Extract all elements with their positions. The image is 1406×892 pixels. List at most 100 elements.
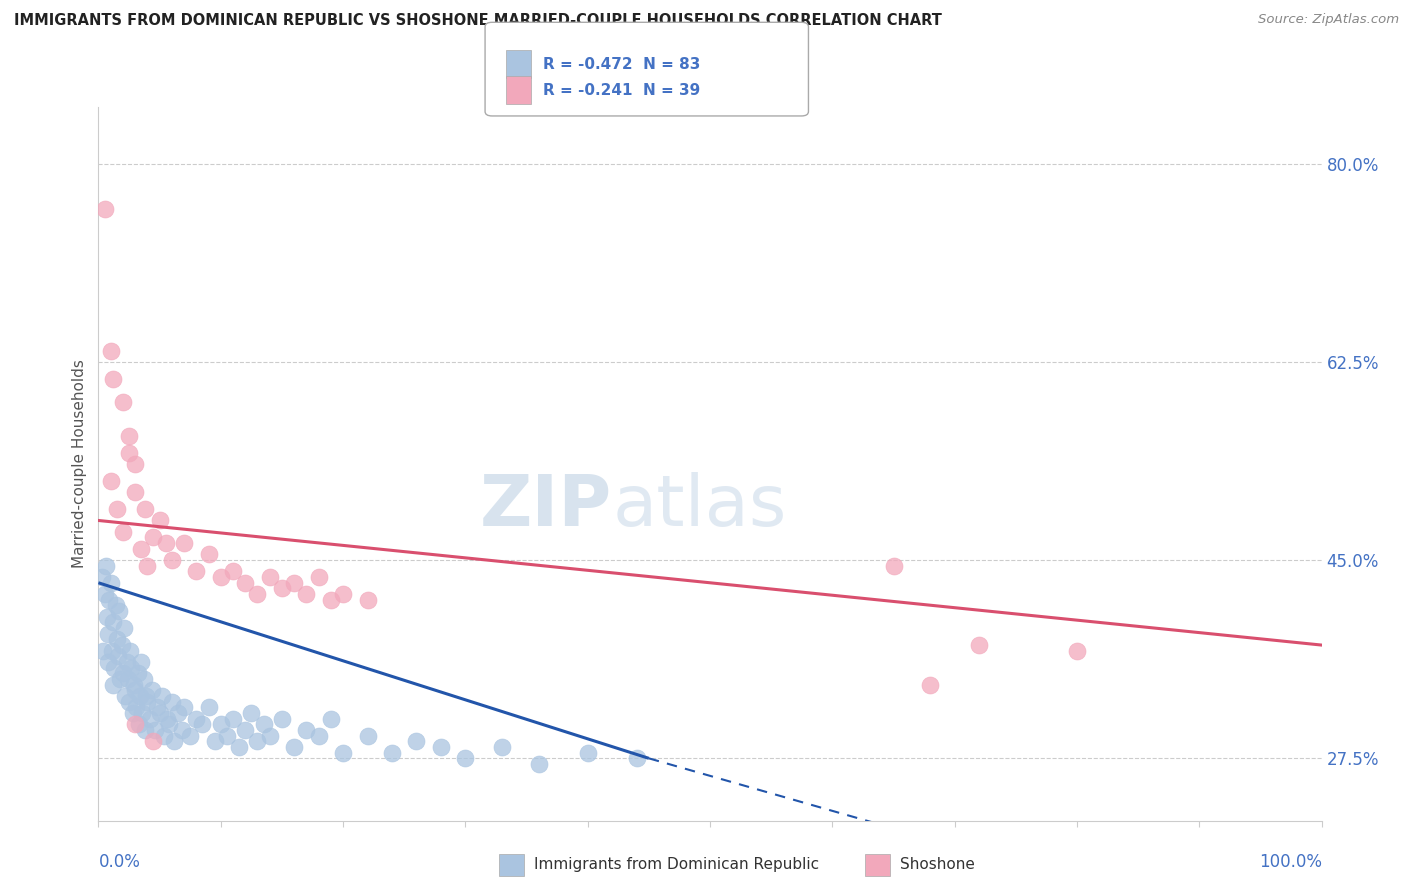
Point: [197, 548, 219, 562]
Point: [107, 649, 129, 664]
Point: [118, 445, 141, 459]
Point: [127, 666, 149, 681]
Point: [167, 706, 190, 720]
Point: [209, 570, 232, 584]
Point: [295, 587, 318, 601]
Text: ZIP: ZIP: [479, 472, 612, 541]
Point: [204, 734, 226, 748]
Point: [222, 712, 245, 726]
Point: [215, 729, 238, 743]
Point: [125, 700, 148, 714]
Point: [105, 632, 128, 647]
Point: [124, 683, 146, 698]
Point: [128, 717, 150, 731]
Text: R = -0.241  N = 39: R = -0.241 N = 39: [543, 83, 700, 97]
Point: [141, 683, 163, 698]
Text: IMMIGRANTS FROM DOMINICAN REPUBLIC VS SHOSHONE MARRIED-COUPLE HOUSEHOLDS CORRELA: IMMIGRANTS FROM DOMINICAN REPUBLIC VS SH…: [14, 13, 942, 29]
Point: [129, 689, 152, 703]
Text: R = -0.472  N = 83: R = -0.472 N = 83: [543, 57, 700, 71]
Point: [124, 457, 146, 471]
Point: [149, 706, 172, 720]
Point: [246, 734, 269, 748]
Point: [115, 655, 138, 669]
Point: [332, 746, 354, 760]
Point: [150, 689, 173, 703]
Point: [228, 739, 250, 754]
Point: [101, 678, 124, 692]
Point: [179, 729, 201, 743]
Text: Source: ZipAtlas.com: Source: ZipAtlas.com: [1258, 13, 1399, 27]
Point: [240, 706, 263, 720]
Point: [135, 689, 157, 703]
Point: [191, 717, 214, 731]
Point: [160, 553, 183, 567]
Point: [332, 587, 354, 601]
Point: [122, 678, 145, 692]
Point: [143, 723, 166, 737]
Point: [134, 723, 156, 737]
Point: [356, 729, 378, 743]
Point: [173, 700, 195, 714]
Point: [319, 592, 342, 607]
Point: [111, 666, 134, 681]
Point: [118, 428, 141, 442]
Point: [129, 655, 152, 669]
Point: [91, 570, 114, 584]
Point: [101, 644, 124, 658]
Point: [105, 502, 128, 516]
Point: [101, 615, 124, 630]
Point: [491, 739, 513, 754]
Point: [155, 536, 177, 550]
Point: [160, 695, 183, 709]
Point: [93, 587, 115, 601]
Point: [139, 712, 162, 726]
Point: [120, 661, 142, 675]
Text: 0.0%: 0.0%: [98, 853, 141, 871]
Point: [101, 372, 124, 386]
Point: [157, 717, 180, 731]
Point: [100, 575, 122, 590]
Point: [103, 661, 125, 675]
Point: [118, 695, 141, 709]
Point: [112, 621, 135, 635]
Point: [120, 644, 142, 658]
Point: [142, 531, 165, 545]
Point: [233, 723, 256, 737]
Point: [110, 672, 132, 686]
Point: [124, 717, 146, 731]
Point: [163, 734, 186, 748]
Point: [111, 524, 134, 539]
Point: [308, 570, 330, 584]
Point: [136, 558, 159, 573]
Point: [626, 751, 648, 765]
Point: [246, 587, 269, 601]
Point: [142, 734, 165, 748]
Point: [131, 706, 153, 720]
Point: [186, 712, 208, 726]
Point: [295, 723, 318, 737]
Point: [454, 751, 477, 765]
Point: [209, 717, 232, 731]
Point: [233, 575, 256, 590]
Point: [97, 655, 120, 669]
Point: [1066, 644, 1088, 658]
Point: [111, 638, 134, 652]
Point: [93, 202, 115, 216]
Point: [134, 502, 156, 516]
Y-axis label: Married-couple Households: Married-couple Households: [72, 359, 87, 568]
Point: [98, 592, 121, 607]
Point: [114, 689, 136, 703]
Point: [381, 746, 404, 760]
Point: [91, 644, 114, 658]
Point: [308, 729, 330, 743]
Point: [170, 723, 193, 737]
Point: [283, 739, 305, 754]
Point: [405, 734, 427, 748]
Point: [356, 592, 378, 607]
Point: [136, 695, 159, 709]
Point: [920, 678, 942, 692]
Point: [222, 565, 245, 579]
Point: [117, 672, 139, 686]
Text: 100.0%: 100.0%: [1258, 853, 1322, 871]
Point: [252, 717, 274, 731]
